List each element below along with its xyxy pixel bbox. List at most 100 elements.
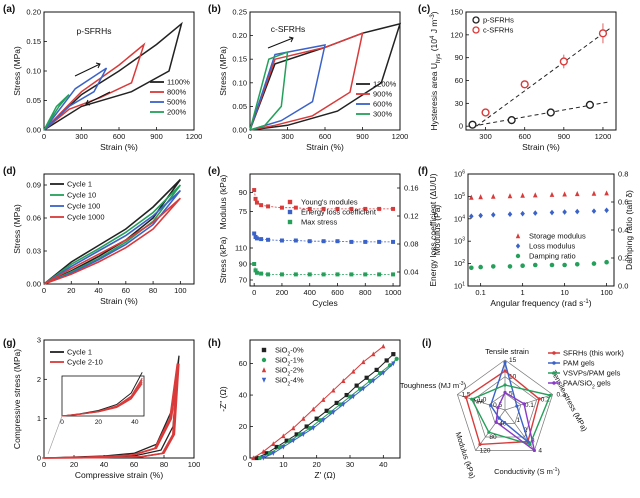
panel-7-legend-3-suffix: -4% (290, 376, 304, 385)
panel-5-legend-0-label: Storage modulus (529, 232, 586, 241)
panel-0-legend-0-label: 1100% (167, 78, 190, 87)
panel-7-x-tick-1: 10 (279, 460, 287, 469)
panel-5-x-label-end: ) (589, 298, 592, 308)
panel-5-series-2-point-1 (478, 264, 483, 270)
panel-5-y-right-tick-0: 0.0 (618, 282, 628, 291)
panel-8-legend-0-marker (552, 351, 556, 355)
panel-4-y-bottom-tick-0: 70 (239, 276, 247, 285)
panel-3-x-tick-2: 40 (94, 286, 102, 295)
panel-4-series-2-point-6 (293, 272, 298, 277)
panel-5-legend-2-marker (515, 253, 521, 259)
panel-8-axis-label-2-main: Conductivity (S m (494, 467, 553, 476)
panel-5-legend-2-name: Damping ratio (529, 252, 576, 261)
panel-4-y-right-tick-2: 0.12 (404, 212, 419, 221)
panel-8-series-0-point-1 (537, 397, 541, 401)
panel-0-series-3-curve (43, 94, 70, 131)
panel-6-inset-x-tick-0: 0 (60, 419, 64, 426)
panel-8-legend-1-marker (552, 361, 556, 365)
panel-5-x-label: Angular frequency (rad s-1) (490, 298, 591, 308)
panel-8-series-0-polygon (465, 370, 540, 446)
panel-6-legend-1-label: Cycle 2-10 (67, 358, 103, 367)
panel-6-x-tick-1: 20 (70, 460, 78, 469)
panel-7-label: (h) (208, 338, 221, 349)
panel-7-series-2-point-9 (341, 378, 346, 384)
panel-6-label: (g) (3, 338, 16, 349)
panel-8-series-2-point-0 (503, 383, 507, 387)
panel-7-y-label: -Z" (Ω) (218, 386, 228, 412)
panel-5-y-tick-3: 104 (454, 214, 465, 223)
panel-1-legend-1-label: 900% (373, 90, 393, 99)
panel-1-x-tick-0: 0 (248, 132, 252, 141)
panel-2-plot-frame (465, 11, 617, 131)
panel-7-series-2-point-4 (291, 425, 296, 431)
panel-2-y-tick-4: 120 (450, 30, 463, 39)
panel-2-legend-0-marker (472, 16, 480, 24)
panel-2-series-0-point-1 (507, 116, 516, 125)
panel-5-series-0-point-7 (562, 191, 567, 197)
panel-5-y-tick-2: 103 (454, 237, 465, 246)
panel-4-series-2-point-4 (266, 272, 271, 277)
panel-3-y-tick-0: 0.00 (26, 280, 41, 289)
panel-2-y-label-unit2: J m (429, 20, 439, 36)
panel-5-x-label-exp: -1 (583, 299, 589, 305)
panel-4-series-0-point-12 (377, 206, 382, 211)
panel-7-series-2-point-5 (301, 416, 306, 421)
panel-4-label: (e) (208, 166, 220, 177)
panel-7-legend-0-sub: 2 (288, 352, 291, 358)
panel-7-y-tick-3: 60 (239, 359, 247, 368)
panel-4-series-2-point-12 (377, 272, 382, 277)
panel-4-legend-1-label: Energy loss coefficient (301, 208, 377, 217)
panel-8-series-3-point-0 (503, 390, 507, 395)
panel-2-y-tick-3: 90 (455, 53, 463, 62)
panel-7-series-1-point-7 (327, 410, 333, 415)
panel-2-y-tick-2: 60 (455, 76, 463, 85)
panel-5-y-label-right: Damping ratio (tan δ) (624, 190, 634, 270)
panel-4-x-tick-5: 1000 (385, 288, 402, 297)
panel-4-series-1-point-3 (259, 237, 264, 242)
panel-3-legend-0-name: Cycle 1 (67, 180, 92, 189)
panel-7-series-2-point-13 (381, 343, 386, 349)
panel-8-label: (i) (422, 338, 431, 349)
panel-3-series-0-curve (43, 178, 182, 285)
panel-4-series-2-point-0 (252, 262, 257, 266)
panel-5-y-tick-1: 102 (454, 259, 465, 268)
panel-7-y-tick-0: 0 (243, 454, 247, 463)
panel-5-series-0-point-1 (478, 194, 483, 200)
panel-8-legend-3-name: PAA/SiO (563, 379, 592, 388)
panel-7-series-3-point-11 (371, 378, 376, 384)
panel-5-x-tick-2: 10 (560, 288, 568, 297)
panel-5-y-tick-3-exp: 4 (462, 214, 465, 220)
panel-7-legend-2-sub: 2 (288, 372, 291, 378)
panel-3-legend-3-label: Cycle 1000 (67, 213, 105, 222)
panel-0-x-tick-2: 600 (113, 132, 126, 141)
panel-2-y-label: Hysteresis area Uhys (104 J m-3) (429, 11, 442, 130)
panel-6-inset-connector (47, 415, 63, 455)
panel-2-y-label-unit: (10 (429, 39, 439, 54)
panel-1-legend-2-label: 600% (373, 100, 393, 109)
panel-5-y-tick-4-exp: 5 (462, 192, 465, 198)
panel-7-series-2-point-3 (281, 433, 286, 439)
panel-5-series-2-point-8 (574, 262, 580, 267)
panel-5-plot-frame (467, 173, 615, 287)
panel-5-y-tick-5-base: 10 (454, 170, 462, 179)
panel-8-axis-2-tick-2: 3 (531, 437, 535, 444)
panel-8-legend-1-label: PAM gels (563, 359, 595, 368)
panel-0-y-tick-3: 0.15 (26, 37, 41, 46)
panel-5-series-2-point-10 (604, 259, 609, 265)
panel-7-series-2-point-10 (351, 368, 356, 374)
panel-8-axis-3-tick-2: 120 (480, 447, 491, 454)
panel-4-series-1-point-9 (335, 239, 340, 244)
panel-2-legend-0-label: p-SFRHs (483, 16, 514, 25)
panel-7-series-3-point-7 (331, 410, 336, 415)
panel-4-x-label: Cycles (312, 298, 338, 308)
panel-8-axis-label-2: Conductivity (S m-1) (494, 467, 560, 476)
panel-2-fit-1 (476, 28, 610, 127)
panel-4-series-1-point-7 (307, 239, 312, 244)
panel-5-y-tick-1-exp: 2 (462, 259, 465, 265)
panel-1-series-0-curve (249, 22, 402, 131)
panel-0-legend-3-label: 200% (167, 108, 187, 117)
panel-1-y-tick-0: 0.00 (232, 126, 247, 135)
panel-2-series-1-point-0 (481, 108, 490, 117)
panel-5-x-tick-1: 1 (521, 288, 525, 297)
panel-4-series-1-point-13 (391, 239, 396, 244)
